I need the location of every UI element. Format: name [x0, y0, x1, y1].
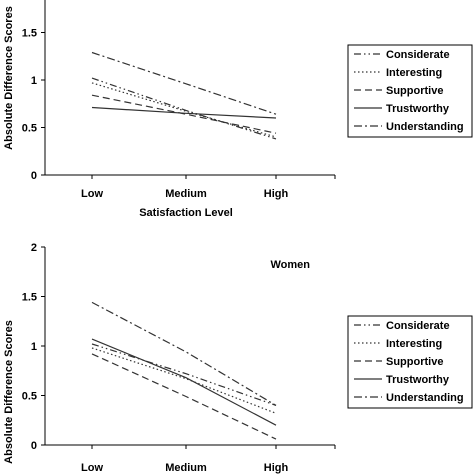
series-line-understanding: [91, 51, 277, 115]
y-axis-title: Absolute Difference Scores: [3, 320, 15, 464]
legend-box: [347, 315, 473, 409]
x-tick-label: Low: [81, 462, 103, 474]
x-tick-label: High: [264, 462, 289, 474]
y-tick-label: 0.5: [22, 391, 37, 403]
chart-panel-2: 0 0.5 1 1.5 2 Low Medium High Absolute Differenc…: [3, 242, 473, 474]
legend-label-interesting: Interesting: [386, 338, 442, 350]
y-tick-label: 0.5: [22, 123, 37, 135]
series-line-trustworthy: [91, 338, 277, 426]
series-line-supportive: [91, 94, 277, 134]
y-tick-label: 1: [31, 341, 37, 353]
series-line-trustworthy: [91, 106, 277, 119]
legend-label-supportive: Supportive: [386, 85, 443, 97]
x-axis-title: Satisfaction Level: [139, 207, 233, 219]
x-tick-label: Medium: [165, 188, 207, 200]
legend: Considerate Interesting Supportive Trustwor…: [347, 315, 473, 409]
legend-label-understanding: Understanding: [386, 121, 464, 133]
legend-label-considerate: Considerate: [386, 49, 450, 61]
y-tick-label: 1: [31, 75, 37, 87]
panel-title: Women: [270, 259, 310, 271]
legend-label-interesting: Interesting: [386, 67, 442, 79]
series-line-supportive: [91, 353, 277, 440]
series-line-considerate: [91, 77, 277, 140]
series-line-interesting: [91, 347, 277, 414]
y-tick-label: 1.5: [22, 28, 37, 40]
y-tick-label: 0: [31, 440, 37, 452]
y-tick-label: 2: [31, 242, 37, 254]
x-tick-label: Medium: [165, 462, 207, 474]
x-tick-label: Low: [81, 188, 103, 200]
series-line-interesting: [91, 82, 277, 138]
legend: Considerate Interesting Supportive Trustwor…: [347, 44, 473, 138]
x-tick-label: High: [264, 188, 289, 200]
legend-label-understanding: Understanding: [386, 392, 464, 404]
series-line-considerate: [91, 343, 277, 406]
legend-label-trustworthy: Trustworthy: [386, 374, 450, 386]
legend-label-considerate: Considerate: [386, 320, 450, 332]
legend-box: [347, 44, 473, 138]
y-tick-label: 1.5: [22, 292, 37, 304]
y-tick-label: 0: [31, 170, 37, 182]
chart-panel-1: 0 0.5 1 1.5 Low Medium High Satisfaction Level A…: [3, 0, 473, 219]
y-axis-title: Absolute Difference Scores: [3, 6, 15, 150]
legend-label-trustworthy: Trustworthy: [386, 103, 450, 115]
series-line-understanding: [91, 301, 277, 406]
legend-label-supportive: Supportive: [386, 356, 443, 368]
